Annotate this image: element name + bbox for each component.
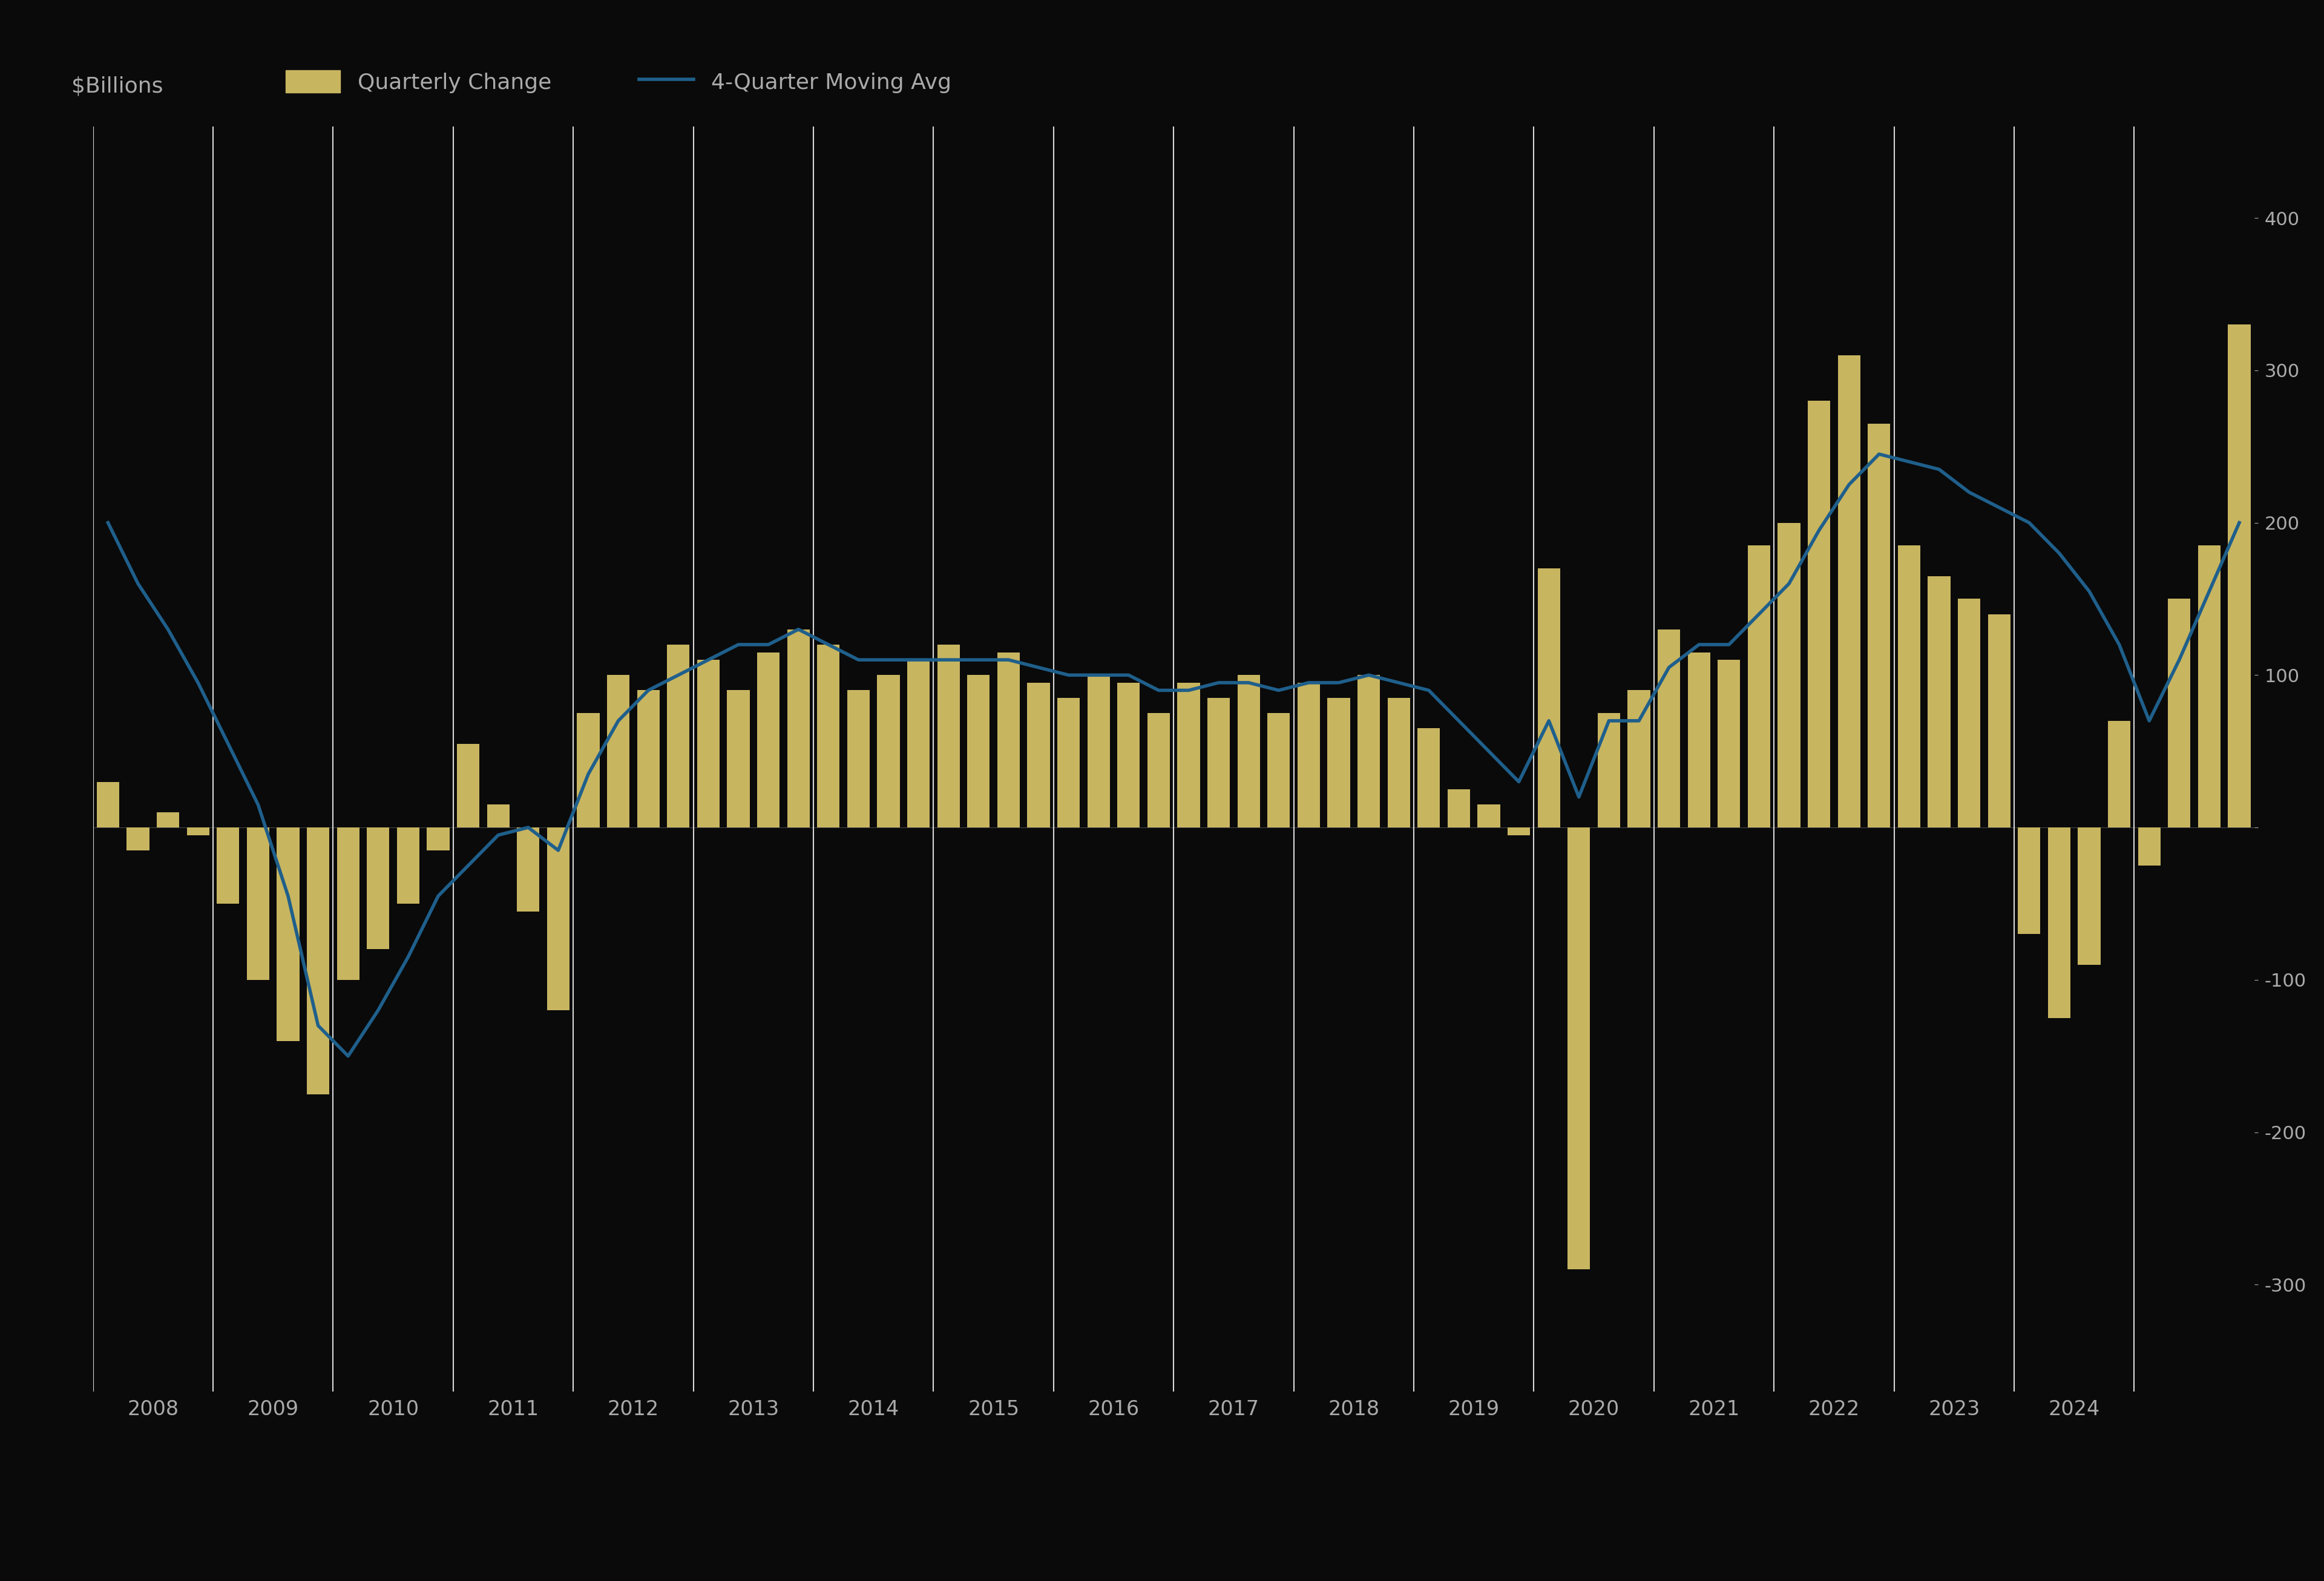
Bar xyxy=(2199,545,2219,827)
Bar xyxy=(1387,697,1411,827)
Bar xyxy=(1327,697,1350,827)
Bar xyxy=(216,827,239,904)
Bar xyxy=(1118,683,1139,827)
Bar xyxy=(1088,675,1111,827)
Bar xyxy=(1868,424,1889,827)
Bar xyxy=(1627,691,1650,827)
Bar xyxy=(1057,697,1081,827)
Bar xyxy=(788,629,809,827)
Bar xyxy=(367,827,390,949)
Bar xyxy=(1538,569,1559,827)
Bar xyxy=(1748,545,1771,827)
Bar xyxy=(128,827,149,851)
Bar xyxy=(1297,683,1320,827)
Bar xyxy=(1717,659,1741,827)
Bar xyxy=(1899,545,1920,827)
Bar xyxy=(156,813,179,827)
Bar xyxy=(2168,599,2192,827)
Bar xyxy=(458,743,479,827)
Bar xyxy=(1808,400,1831,827)
Bar xyxy=(246,827,270,980)
Bar xyxy=(307,827,330,1094)
Bar xyxy=(2047,827,2071,1018)
Bar xyxy=(2229,324,2250,827)
Bar xyxy=(1448,789,1471,827)
Bar xyxy=(997,653,1020,827)
Bar xyxy=(758,653,779,827)
Bar xyxy=(667,645,690,827)
Bar xyxy=(98,781,119,827)
Bar xyxy=(1357,675,1380,827)
Bar xyxy=(1657,629,1680,827)
Bar xyxy=(488,805,509,827)
Bar xyxy=(1987,613,2010,827)
Bar xyxy=(818,645,839,827)
Bar xyxy=(576,713,600,827)
Bar xyxy=(2078,827,2101,964)
Bar xyxy=(1957,599,1980,827)
Bar xyxy=(2017,827,2040,934)
Bar xyxy=(607,675,630,827)
Bar xyxy=(1267,713,1290,827)
Bar xyxy=(1508,827,1529,835)
Bar xyxy=(186,827,209,835)
Bar xyxy=(516,827,539,911)
Bar xyxy=(906,659,930,827)
Bar xyxy=(1027,683,1050,827)
Bar xyxy=(1148,713,1169,827)
Bar xyxy=(937,645,960,827)
Bar xyxy=(2108,721,2131,827)
Bar xyxy=(637,691,660,827)
Bar xyxy=(1478,805,1499,827)
Text: $Billions: $Billions xyxy=(72,76,163,96)
Bar xyxy=(1236,675,1260,827)
Bar xyxy=(1178,683,1199,827)
Bar xyxy=(1569,827,1590,1270)
Bar xyxy=(1929,575,1950,827)
Legend: Quarterly Change, 4-Quarter Moving Avg: Quarterly Change, 4-Quarter Moving Avg xyxy=(277,62,960,101)
Bar xyxy=(1208,697,1229,827)
Bar xyxy=(876,675,899,827)
Bar xyxy=(277,827,300,1040)
Bar xyxy=(1778,523,1801,827)
Bar xyxy=(1418,729,1441,827)
Bar xyxy=(727,691,751,827)
Bar xyxy=(967,675,990,827)
Bar xyxy=(337,827,360,980)
Bar xyxy=(848,691,869,827)
Bar xyxy=(428,827,449,851)
Bar xyxy=(397,827,418,904)
Bar xyxy=(2138,827,2161,865)
Bar xyxy=(1838,356,1859,827)
Bar xyxy=(697,659,720,827)
Bar xyxy=(1597,713,1620,827)
Bar xyxy=(546,827,569,1010)
Bar xyxy=(1687,653,1710,827)
